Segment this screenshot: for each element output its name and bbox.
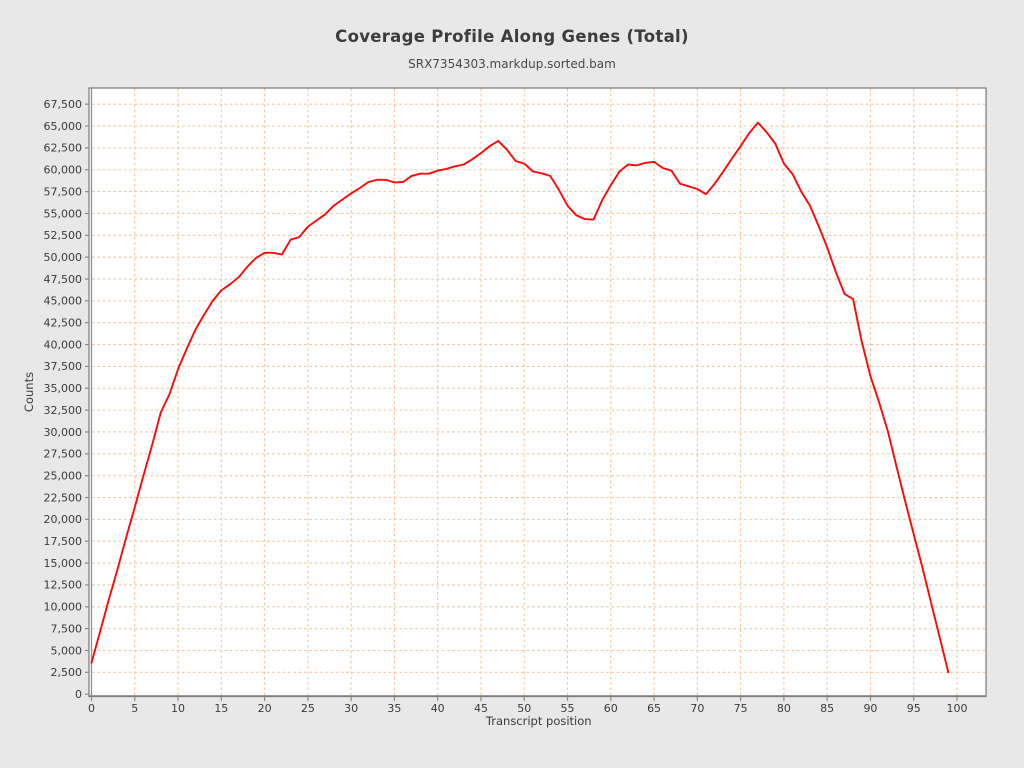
coverage-line bbox=[90, 121, 950, 674]
y-tick-label: 40,000 bbox=[44, 338, 83, 351]
x-tick-label: 45 bbox=[474, 702, 488, 715]
plot-frame bbox=[88, 87, 987, 698]
x-tick-label: 80 bbox=[777, 702, 791, 715]
x-tick-label: 40 bbox=[431, 702, 445, 715]
y-tick-label: 60,000 bbox=[44, 164, 83, 177]
x-tick-label: 55 bbox=[561, 702, 575, 715]
y-tick-label: 55,000 bbox=[44, 207, 83, 220]
y-tick-label: 25,000 bbox=[44, 469, 83, 482]
x-tick-label: 75 bbox=[734, 702, 748, 715]
y-tick-label: 62,500 bbox=[44, 142, 83, 155]
x-tick-label: 70 bbox=[690, 702, 704, 715]
y-tick-label: 47,500 bbox=[44, 273, 83, 286]
x-tick-label: 10 bbox=[171, 702, 185, 715]
x-tick-label: 65 bbox=[647, 702, 661, 715]
y-tick-label: 65,000 bbox=[44, 120, 83, 133]
x-tick-label: 0 bbox=[88, 702, 95, 715]
y-tick-label: 0 bbox=[75, 688, 82, 701]
chart-title: Coverage Profile Along Genes (Total) bbox=[335, 27, 689, 46]
x-tick-label: 30 bbox=[344, 702, 358, 715]
y-tick-label: 22,500 bbox=[44, 491, 83, 504]
x-tick-label: 85 bbox=[820, 702, 834, 715]
x-tick-label: 90 bbox=[863, 702, 877, 715]
y-tick-label: 67,500 bbox=[44, 98, 83, 111]
chart-subtitle: SRX7354303.markdup.sorted.bam bbox=[408, 57, 616, 71]
x-tick-label: 50 bbox=[517, 702, 531, 715]
y-axis-label: Counts bbox=[22, 372, 36, 412]
y-tick-label: 42,500 bbox=[44, 317, 83, 330]
y-tick-label: 7,500 bbox=[51, 622, 83, 635]
y-tick-label: 5,000 bbox=[51, 644, 83, 657]
x-tick-label: 60 bbox=[604, 702, 618, 715]
y-tick-label: 27,500 bbox=[44, 448, 83, 461]
x-tick-label: 5 bbox=[131, 702, 138, 715]
y-tick-label: 45,000 bbox=[44, 295, 83, 308]
y-tick-label: 15,000 bbox=[44, 557, 83, 570]
x-tick-label: 100 bbox=[947, 702, 968, 715]
y-tick-label: 35,000 bbox=[44, 382, 83, 395]
y-tick-label: 32,500 bbox=[44, 404, 83, 417]
y-tick-label: 17,500 bbox=[44, 535, 83, 548]
y-tick-label: 10,000 bbox=[44, 601, 83, 614]
x-tick-label: 15 bbox=[214, 702, 228, 715]
y-tick-label: 57,500 bbox=[44, 185, 83, 198]
y-tick-label: 2,500 bbox=[51, 666, 83, 679]
y-tick-label: 50,000 bbox=[44, 251, 83, 264]
y-tick-label: 37,500 bbox=[44, 360, 83, 373]
x-tick-label: 95 bbox=[907, 702, 921, 715]
x-tick-label: 35 bbox=[387, 702, 401, 715]
x-tick-label: 20 bbox=[258, 702, 272, 715]
plot-area bbox=[89, 88, 986, 697]
x-tick-label: 25 bbox=[301, 702, 315, 715]
y-tick-label: 30,000 bbox=[44, 426, 83, 439]
y-tick-label: 20,000 bbox=[44, 513, 83, 526]
y-tick-label: 12,500 bbox=[44, 579, 83, 592]
y-tick-label: 52,500 bbox=[44, 229, 83, 242]
x-axis-label: Transcript position bbox=[485, 714, 592, 728]
